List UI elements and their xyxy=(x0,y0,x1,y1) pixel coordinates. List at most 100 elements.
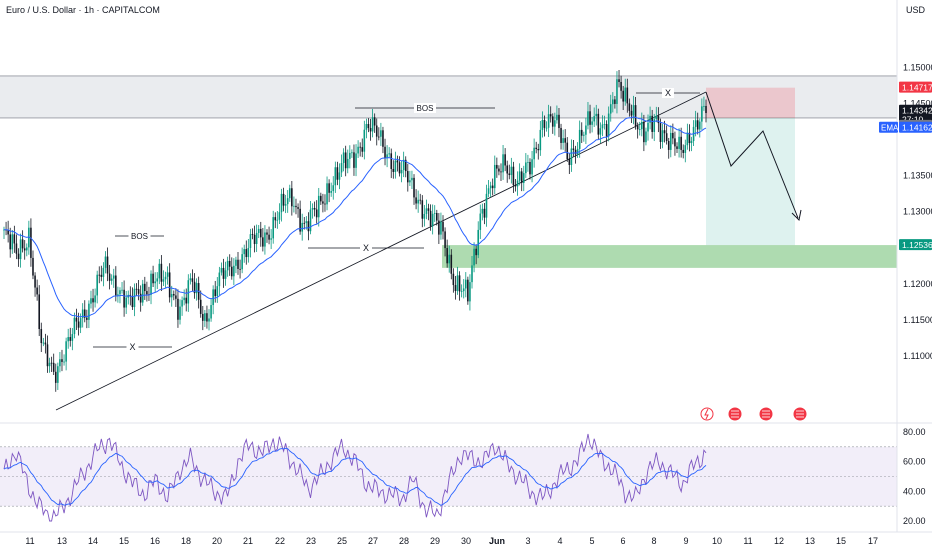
candle-body xyxy=(483,208,486,218)
time-tick-label: 6 xyxy=(620,536,625,546)
candle-body xyxy=(578,129,581,149)
candle-body xyxy=(359,146,361,148)
rsi-tick-label: 20.00 xyxy=(903,516,926,526)
candle-body xyxy=(560,127,562,143)
candle-body xyxy=(309,209,312,232)
price-label-bg xyxy=(899,104,932,125)
candle-body xyxy=(400,169,403,174)
candle-body xyxy=(57,366,59,383)
candle-body xyxy=(212,289,214,306)
candle-body xyxy=(680,136,682,150)
candle-body xyxy=(44,342,47,345)
candle-body xyxy=(243,249,246,255)
candle-body xyxy=(574,149,577,155)
time-tick-label: 12 xyxy=(774,536,784,546)
candle-body xyxy=(15,243,18,254)
candle-body xyxy=(65,341,67,362)
candle-body xyxy=(556,114,558,121)
candle-body xyxy=(684,145,687,153)
candle-body xyxy=(585,125,587,135)
candle-body xyxy=(239,268,241,270)
candle-body xyxy=(516,180,519,187)
candle-body xyxy=(191,278,194,282)
us-flag-event-icon[interactable] xyxy=(759,407,773,421)
candle-body xyxy=(326,183,328,205)
candle-body xyxy=(390,153,393,169)
candle-body xyxy=(446,248,448,264)
candle-body xyxy=(431,213,434,227)
candle-body xyxy=(632,105,635,116)
candle-body xyxy=(388,153,390,155)
currency-label[interactable]: USD xyxy=(906,5,926,15)
candle-body xyxy=(645,131,647,143)
candle-body xyxy=(54,371,57,383)
time-tick-label: 30 xyxy=(461,536,471,546)
candle-body xyxy=(576,148,579,155)
candle-body xyxy=(195,283,198,294)
time-tick-label: 3 xyxy=(525,536,530,546)
time-tick-label: 15 xyxy=(836,536,846,546)
us-flag-event-icon[interactable] xyxy=(793,407,807,421)
candle-body xyxy=(150,273,152,295)
candle-body xyxy=(425,208,428,214)
price-tick-label: 1.13000 xyxy=(903,207,932,217)
candle-body xyxy=(638,129,641,131)
candle-body xyxy=(133,288,136,308)
choch-label-bg xyxy=(662,88,674,98)
candle-body xyxy=(301,222,303,232)
candle-body xyxy=(353,152,355,168)
candle-body xyxy=(595,113,598,117)
candle-body xyxy=(545,127,548,129)
candle-body xyxy=(21,239,24,249)
candle-body xyxy=(533,147,535,160)
candle-body xyxy=(657,115,660,124)
candle-body xyxy=(324,203,326,205)
candle-body xyxy=(537,149,540,151)
candle-body xyxy=(438,220,440,235)
candle-body xyxy=(36,287,38,295)
price-label-bg xyxy=(899,121,932,133)
candle-body xyxy=(655,115,658,120)
candle-body xyxy=(320,195,322,202)
candle-body xyxy=(620,81,622,91)
candle-body xyxy=(676,146,678,149)
candle-body xyxy=(369,128,372,132)
us-flag-event-icon[interactable] xyxy=(728,407,742,421)
time-tick-label: 29 xyxy=(430,536,440,546)
choch-label: X xyxy=(665,88,671,98)
candle-body xyxy=(535,147,537,150)
candle-body xyxy=(154,281,156,284)
candle-body xyxy=(417,199,419,204)
choch-label: X xyxy=(363,243,369,253)
candle-body xyxy=(382,130,384,147)
candle-body xyxy=(117,294,119,296)
candle-body xyxy=(467,279,469,302)
candle-body xyxy=(442,221,444,232)
choch-label-bg xyxy=(126,342,139,352)
candle-body xyxy=(92,298,94,303)
candle-body xyxy=(237,259,239,269)
price-tick-label: 1.11000 xyxy=(903,351,932,361)
candle-body xyxy=(541,119,544,130)
candle-body xyxy=(601,124,604,129)
candle-body xyxy=(477,229,480,256)
candle-body xyxy=(522,173,525,183)
candle-body xyxy=(156,278,159,282)
candle-body xyxy=(173,294,175,296)
time-tick-label: 14 xyxy=(88,536,98,546)
candle-body xyxy=(233,265,235,277)
lightning-event-icon[interactable] xyxy=(700,407,714,421)
time-tick-label: 9 xyxy=(683,536,688,546)
candle-body xyxy=(307,221,310,232)
candle-body xyxy=(419,199,422,201)
price-tick-label: 1.15000 xyxy=(903,62,932,72)
time-tick-label: 28 xyxy=(399,536,409,546)
candle-body xyxy=(549,114,552,117)
price-tick-label: 1.11500 xyxy=(903,315,932,325)
candle-body xyxy=(514,185,517,187)
rsi-tick-label: 40.00 xyxy=(903,486,926,496)
projection-arrow xyxy=(791,209,802,222)
candle-body xyxy=(651,115,653,132)
candle-body xyxy=(433,213,436,214)
